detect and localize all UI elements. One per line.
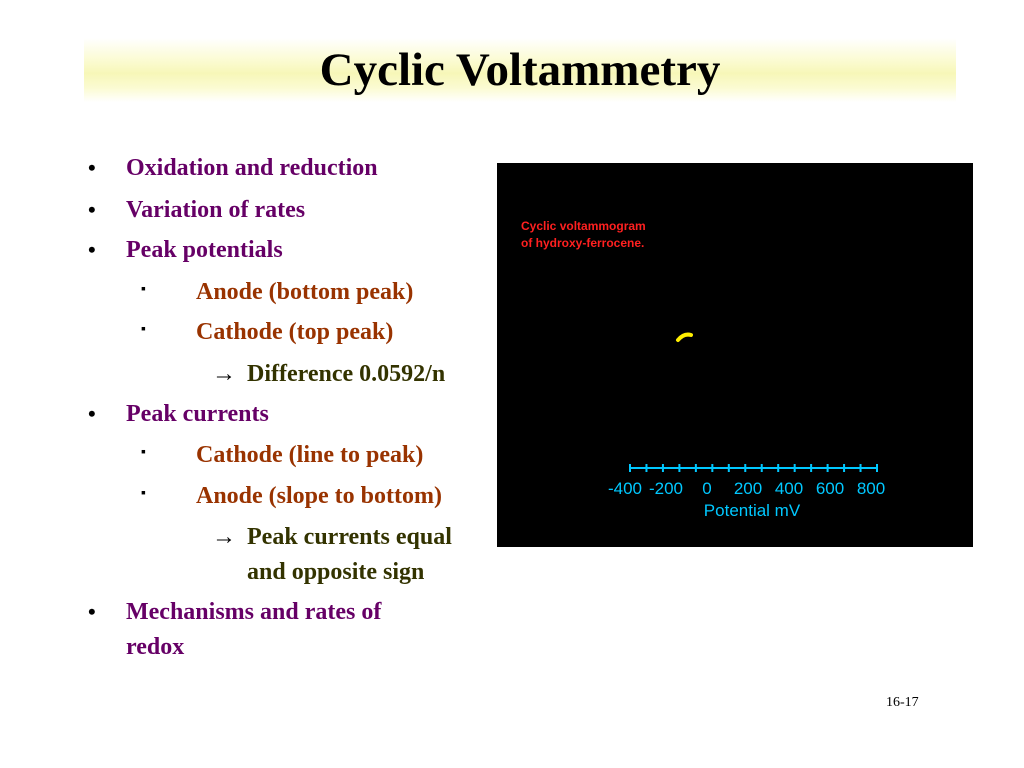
bullet-text: Variation of rates — [126, 197, 306, 223]
bullet-text: Oxidation and reduction — [126, 155, 378, 181]
plot-background — [497, 163, 973, 547]
bullet-marker: • — [88, 155, 96, 180]
caption-line-2: of hydroxy-ferrocene. — [521, 236, 644, 250]
sub-bullet-marker: ▪ — [141, 486, 146, 501]
bullet-text: Mechanisms and rates of — [126, 599, 382, 625]
bullet-item: • Oxidation and reduction — [88, 151, 378, 185]
sub-bullet-text: Anode (bottom peak) — [196, 279, 414, 305]
bullet-text: Peak currents — [126, 401, 269, 427]
sub-sub-bullet-continuation: and opposite sign — [247, 555, 424, 589]
slide-number: 16-17 — [886, 695, 919, 710]
voltammogram-trace — [676, 332, 693, 342]
sub-bullet-item: ▪ Anode (slope to bottom) — [141, 479, 442, 513]
x-axis-ticks — [629, 464, 878, 472]
sub-bullet-text: Cathode (line to peak) — [196, 442, 424, 468]
bullet-item: • Variation of rates — [88, 193, 306, 227]
sub-sub-bullet-text: Difference 0.0592/n — [247, 361, 446, 387]
x-axis-tick-label: 400 — [775, 479, 803, 498]
bullet-text: redox — [126, 634, 185, 660]
sub-sub-bullet-item: → Peak currents equal — [212, 520, 452, 554]
arrow-icon: → — [212, 361, 236, 387]
x-axis-label: Potential mV — [704, 501, 801, 520]
bullet-continuation: redox — [126, 630, 184, 664]
sub-bullet-text: Anode (slope to bottom) — [196, 483, 442, 509]
bullet-marker: • — [88, 401, 96, 426]
slide-title: Cyclic Voltammetry — [319, 44, 721, 96]
sub-sub-bullet-item: → Difference 0.0592/n — [212, 357, 446, 391]
bullet-item: • Peak potentials — [88, 233, 283, 267]
bullet-marker: • — [88, 599, 96, 624]
bullet-marker: • — [88, 237, 96, 262]
sub-bullet-item: ▪ Anode (bottom peak) — [141, 275, 414, 309]
sub-bullet-marker: ▪ — [141, 282, 146, 297]
arrow-icon: → — [212, 524, 236, 550]
sub-bullet-item: ▪ Cathode (line to peak) — [141, 438, 424, 472]
voltammogram-svg: Cyclic voltammogram of hydroxy-ferrocene… — [497, 163, 973, 547]
title-bar: Cyclic Voltammetry — [84, 38, 956, 102]
voltammogram-figure: Cyclic voltammogram of hydroxy-ferrocene… — [497, 163, 973, 547]
x-axis-tick-label: 600 — [816, 479, 844, 498]
sub-sub-bullet-text: Peak currents equal — [247, 524, 452, 550]
sub-bullet-marker: ▪ — [141, 322, 146, 337]
bullet-marker: • — [88, 197, 96, 222]
caption-line-1: Cyclic voltammogram — [521, 219, 646, 233]
x-axis-tick-label: 0 — [702, 479, 711, 498]
x-axis-tick-labels: -400 -200 0 200 400 600 800 — [608, 479, 885, 498]
bullet-item: • Peak currents — [88, 397, 269, 431]
x-axis-tick-label: 800 — [857, 479, 885, 498]
sub-sub-bullet-text: and opposite sign — [247, 559, 425, 585]
bullet-item: • Mechanisms and rates of — [88, 595, 382, 629]
x-axis-tick-label: -200 — [649, 479, 683, 498]
sub-bullet-marker: ▪ — [141, 445, 146, 460]
x-axis-tick-label: -400 — [608, 479, 642, 498]
x-axis-tick-label: 200 — [734, 479, 762, 498]
sub-bullet-item: ▪ Cathode (top peak) — [141, 315, 394, 349]
bullet-text: Peak potentials — [126, 237, 283, 263]
sub-bullet-text: Cathode (top peak) — [196, 319, 394, 345]
